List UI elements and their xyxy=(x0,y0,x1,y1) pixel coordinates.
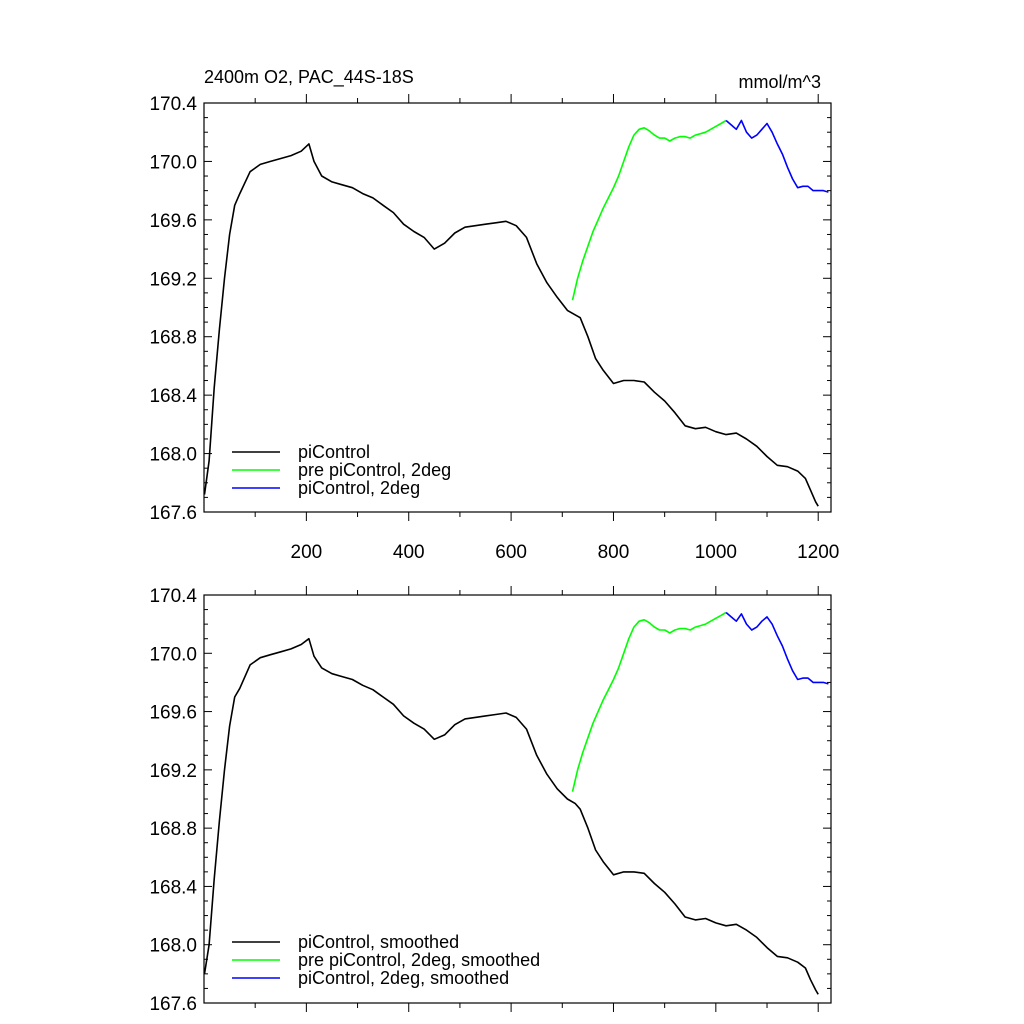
series-line-pre-picontrol-2deg-smoothed xyxy=(571,611,727,792)
y-tick-label: 169.6 xyxy=(149,211,197,232)
series-line-picontrol-2deg xyxy=(725,119,829,193)
legend-label: piControl, 2deg xyxy=(298,478,420,498)
y-tick-label: 170.4 xyxy=(149,94,197,115)
x-tick-label: 200 xyxy=(291,542,323,563)
y-tick-label: 167.6 xyxy=(149,994,197,1015)
legend-label: piControl, 2deg, smoothed xyxy=(298,968,509,988)
y-tick-label: 168.0 xyxy=(149,936,197,957)
y-tick-label: 168.4 xyxy=(149,386,197,407)
x-tick-label: 400 xyxy=(393,542,425,563)
y-tick-label: 170.0 xyxy=(149,152,197,173)
series-line-picontrol xyxy=(203,143,819,507)
legend-label: pre piControl, 2deg xyxy=(298,460,451,480)
plot-title: 2400m O2, PAC_44S-18S xyxy=(204,67,414,88)
legend-label: pre piControl, 2deg, smoothed xyxy=(298,950,540,970)
top-panel: 167.6 168.0 168.4 168.8 169.2 169.6 170.0 170.4… xyxy=(149,94,839,563)
y-tick-label: 169.2 xyxy=(149,269,197,290)
x-tick-label: 600 xyxy=(495,542,527,563)
y-tick-label: 168.4 xyxy=(149,877,197,898)
units-label: mmol/m^3 xyxy=(739,72,821,92)
bottom-panel: 167.6 168.0 168.4 168.8 169.2 169.6 170.0 170.4… xyxy=(149,586,832,1015)
y-tick-label: 170.4 xyxy=(149,586,197,607)
x-tick-label: 1200 xyxy=(797,542,839,563)
x-tick-label: 800 xyxy=(598,542,630,563)
series-line-picontrol-2deg-smoothed xyxy=(725,611,829,685)
legend-label: piControl xyxy=(298,442,370,462)
y-tick-label: 168.8 xyxy=(149,819,197,840)
series-line-pre-picontrol-2deg xyxy=(571,119,727,301)
y-tick-label: 167.6 xyxy=(149,503,197,524)
x-tick-label: 1000 xyxy=(695,542,737,563)
series-line-picontrol-smoothed xyxy=(203,637,819,995)
y-tick-label: 169.6 xyxy=(149,703,197,724)
y-tick-label: 170.0 xyxy=(149,644,197,665)
y-tick-label: 168.8 xyxy=(149,328,197,349)
y-tick-label: 169.2 xyxy=(149,761,197,782)
legend-label: piControl, smoothed xyxy=(298,932,459,952)
y-tick-label: 168.0 xyxy=(149,445,197,466)
